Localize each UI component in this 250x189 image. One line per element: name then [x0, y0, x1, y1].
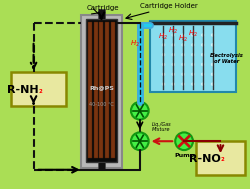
- Bar: [100, 22, 103, 158]
- Bar: [98, 9, 105, 19]
- Text: ₂: ₂: [220, 154, 224, 163]
- Circle shape: [162, 82, 165, 86]
- Bar: [86, 19, 117, 162]
- Circle shape: [172, 73, 175, 76]
- Text: $H_2$: $H_2$: [188, 29, 198, 39]
- Text: Cartridge Holder: Cartridge Holder: [140, 3, 198, 9]
- Circle shape: [131, 132, 149, 150]
- Text: Electrolysis
of Water: Electrolysis of Water: [210, 53, 243, 64]
- Circle shape: [162, 73, 165, 76]
- Circle shape: [172, 53, 175, 57]
- Circle shape: [162, 43, 165, 47]
- Text: $H_2$: $H_2$: [178, 34, 188, 44]
- Circle shape: [191, 53, 195, 57]
- Circle shape: [181, 73, 185, 76]
- Text: $H_2$: $H_2$: [130, 39, 140, 49]
- Circle shape: [181, 53, 185, 57]
- Circle shape: [201, 53, 204, 57]
- Circle shape: [191, 82, 195, 86]
- Text: R-NH: R-NH: [7, 85, 38, 95]
- Circle shape: [131, 102, 149, 120]
- Circle shape: [191, 43, 195, 47]
- Circle shape: [201, 43, 204, 47]
- Circle shape: [201, 73, 204, 76]
- Bar: [196, 141, 245, 175]
- Text: $H_2$: $H_2$: [158, 32, 168, 42]
- Text: 40-100 °C: 40-100 °C: [89, 102, 114, 107]
- Bar: [94, 22, 98, 158]
- Circle shape: [211, 33, 214, 37]
- Text: Cartridge: Cartridge: [86, 5, 119, 11]
- Bar: [106, 22, 109, 158]
- Circle shape: [211, 73, 214, 76]
- Circle shape: [191, 63, 195, 66]
- Circle shape: [172, 82, 175, 86]
- Bar: [150, 21, 236, 92]
- Circle shape: [191, 73, 195, 76]
- Circle shape: [211, 43, 214, 47]
- Circle shape: [211, 53, 214, 57]
- Circle shape: [211, 82, 214, 86]
- Circle shape: [162, 63, 165, 66]
- Bar: [11, 72, 66, 106]
- Circle shape: [181, 63, 185, 66]
- Circle shape: [175, 132, 193, 150]
- Circle shape: [181, 43, 185, 47]
- Circle shape: [201, 63, 204, 66]
- Circle shape: [201, 33, 204, 37]
- Text: $H_2$: $H_2$: [168, 26, 178, 36]
- Text: Rh@PS: Rh@PS: [89, 86, 114, 91]
- Bar: [111, 22, 115, 158]
- Bar: [88, 22, 92, 158]
- Circle shape: [172, 63, 175, 66]
- Circle shape: [201, 82, 204, 86]
- Circle shape: [172, 43, 175, 47]
- Circle shape: [162, 33, 165, 37]
- Bar: [98, 162, 105, 170]
- Circle shape: [162, 53, 165, 57]
- Text: Pump: Pump: [174, 153, 194, 158]
- Bar: [81, 15, 122, 168]
- Circle shape: [211, 63, 214, 66]
- Circle shape: [172, 33, 175, 37]
- Circle shape: [181, 82, 185, 86]
- Text: ₂: ₂: [38, 86, 42, 94]
- Circle shape: [191, 33, 195, 37]
- Text: Liq./Gas
Mixture: Liq./Gas Mixture: [152, 122, 171, 132]
- Text: R-NO: R-NO: [189, 154, 220, 164]
- Circle shape: [181, 33, 185, 37]
